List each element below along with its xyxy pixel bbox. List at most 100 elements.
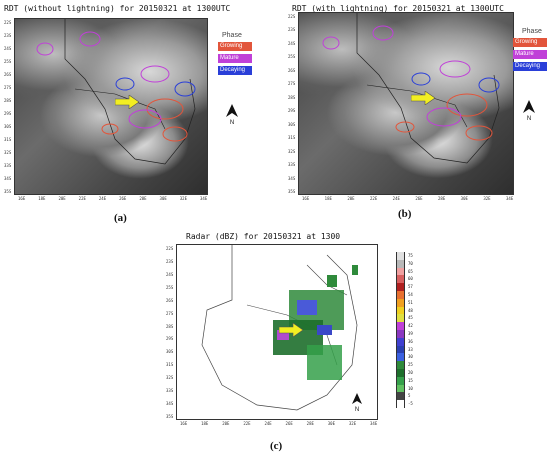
panel-a-y-tick: 23S: [4, 33, 12, 38]
panel-c-x-tick: 34E: [370, 421, 378, 426]
colorbar-swatch: [396, 384, 405, 393]
panel-a-y-tick: 29S: [4, 111, 12, 116]
colorbar-swatch: [396, 337, 405, 346]
colorbar-label: 25: [408, 362, 413, 368]
colorbar-label: 5: [408, 393, 411, 399]
panel-b-arrow: [411, 91, 435, 105]
panel-a-north-label: N: [229, 120, 235, 126]
panel-a-legend-title: Phase: [222, 32, 242, 39]
panel-b-x-tick: 22E: [370, 196, 378, 201]
panel-b-legend-title: Phase: [522, 28, 542, 35]
panel-c-y-tick: 27S: [166, 310, 174, 316]
colorbar-swatch: [396, 252, 405, 260]
colorbar-swatch: [396, 376, 405, 385]
colorbar-swatch: [396, 392, 405, 401]
panel-b-legend-mature: Mature: [513, 50, 547, 59]
panel-c-title: Radar (dBZ) for 20150321 at 1300: [186, 232, 341, 241]
panel-b-x-tick: 20E: [347, 196, 355, 201]
colorbar-label: 42: [408, 323, 413, 329]
radar-echoes: [273, 265, 358, 380]
panel-a-title: RDT (without lightning) for 20150321 at …: [4, 4, 231, 13]
panel-a-y-tick: 30S: [4, 124, 12, 129]
panel-a-x-tick: 18E: [38, 196, 46, 201]
panel-b-legend-decaying: Decaying: [513, 62, 547, 71]
panel-a-legend-mature: Mature: [218, 54, 252, 63]
north-arrow-icon: [226, 104, 238, 117]
panel-a-y-tick: 28S: [4, 98, 12, 103]
panel-b-x-tick: 30E: [460, 196, 468, 201]
panel-b-x-tick: 26E: [415, 196, 423, 201]
panel-a-y-tick: 27S: [4, 85, 12, 90]
panel-b-x-tick: 16E: [302, 196, 310, 201]
panel-a-y-tick: 22S: [4, 20, 12, 25]
panel-b-title: RDT (with lightning) for 20150321 at 130…: [292, 4, 504, 13]
colorbar-label: 33: [408, 346, 413, 352]
colorbar-swatch: [396, 291, 405, 299]
colorbar-swatch: [396, 298, 405, 307]
panel-b-y-tick: 30S: [288, 121, 296, 127]
panel-c-y-tick: 34S: [166, 401, 174, 407]
panel-b-y-tick: 28S: [288, 94, 296, 100]
colorbar-swatch: [396, 330, 405, 338]
panel-a-y-tick: 25S: [4, 59, 12, 64]
panel-b-x-tick: 28E: [438, 196, 446, 201]
colorbar-swatch: [396, 345, 405, 354]
panel-c-map: N: [176, 244, 378, 420]
colorbar-swatch: [396, 400, 405, 408]
panel-b-y-tick: 29S: [288, 108, 296, 114]
panel-b-x-tick: 24E: [392, 196, 400, 201]
panel-c-x-tick: 20E: [222, 421, 230, 426]
panel-c-x-tick: 18E: [201, 421, 209, 426]
panel-c-y-tick: 30S: [166, 349, 174, 355]
panel-a-y-tick: 33S: [4, 163, 12, 168]
panel-c-y-tick: 26S: [166, 297, 174, 303]
panel-c-overlay: [201, 245, 358, 411]
panel-c-y-tick: 35S: [166, 414, 174, 419]
panel-b-y-tick: 35S: [288, 189, 296, 194]
panel-a-y-tick: 34S: [4, 176, 12, 181]
panel-c-y-tick: 31S: [166, 362, 174, 368]
panel-c-y-tick: 22S: [166, 246, 174, 251]
panel-b-y-tick: 31S: [288, 135, 296, 141]
panel-b-y-tick: 27S: [288, 81, 296, 87]
colorbar-label: 48: [408, 307, 413, 313]
panel-c-y-tick: 24S: [166, 271, 174, 277]
panel-b-y-tick: 26S: [288, 67, 296, 73]
panel-c-x-tick: 22E: [243, 421, 251, 426]
colorbar-label: 75: [408, 253, 413, 258]
panel-a-map: [14, 18, 208, 195]
colorbar-label: 45: [408, 315, 413, 321]
panel-c-caption: (c): [270, 440, 283, 452]
colorbar-swatch: [396, 361, 405, 369]
colorbar-swatch: [396, 275, 405, 284]
panel-a-x-tick: 16E: [18, 196, 26, 201]
colorbar-label: 60: [408, 276, 413, 282]
panel-b-north-arrow: N: [522, 100, 536, 122]
panel-c-y-tick: 28S: [166, 323, 174, 329]
colorbar-label: 51: [408, 299, 413, 305]
panel-c-y-tick: 33S: [166, 388, 174, 394]
panel-a-y-tick: 26S: [4, 72, 12, 77]
panel-b-legend-growing: Growing: [513, 38, 547, 47]
colorbar-label: 65: [408, 268, 413, 274]
panel-a-x-tick: 22E: [78, 196, 86, 201]
panel-c-x-tick: 26E: [285, 421, 293, 426]
panel-b-y-tick: 34S: [288, 175, 296, 181]
colorbar-label: 54: [408, 292, 413, 297]
panel-a-x-tick: 34E: [200, 196, 208, 201]
panel-c-y-tick: 32S: [166, 375, 174, 381]
panel-a-caption: (a): [114, 212, 127, 224]
colorbar-swatch: [396, 322, 405, 330]
panel-b-x-tick: 32E: [483, 196, 491, 201]
panel-c-x-tick: 24E: [264, 421, 272, 426]
panel-a-x-tick: 28E: [139, 196, 147, 201]
panel-a-x-tick: 26E: [119, 196, 127, 201]
panel-c-x-tick: 32E: [348, 421, 357, 426]
north-arrow-icon: [523, 100, 535, 113]
panel-c-y-tick: 25S: [166, 284, 174, 290]
panel-a-north-arrow: N: [225, 104, 239, 126]
colorbar-label: 70: [408, 260, 413, 266]
colorbar-label: -5: [408, 401, 413, 407]
colorbar-swatch: [396, 259, 405, 268]
panel-b-y-tick: 23S: [288, 27, 296, 33]
